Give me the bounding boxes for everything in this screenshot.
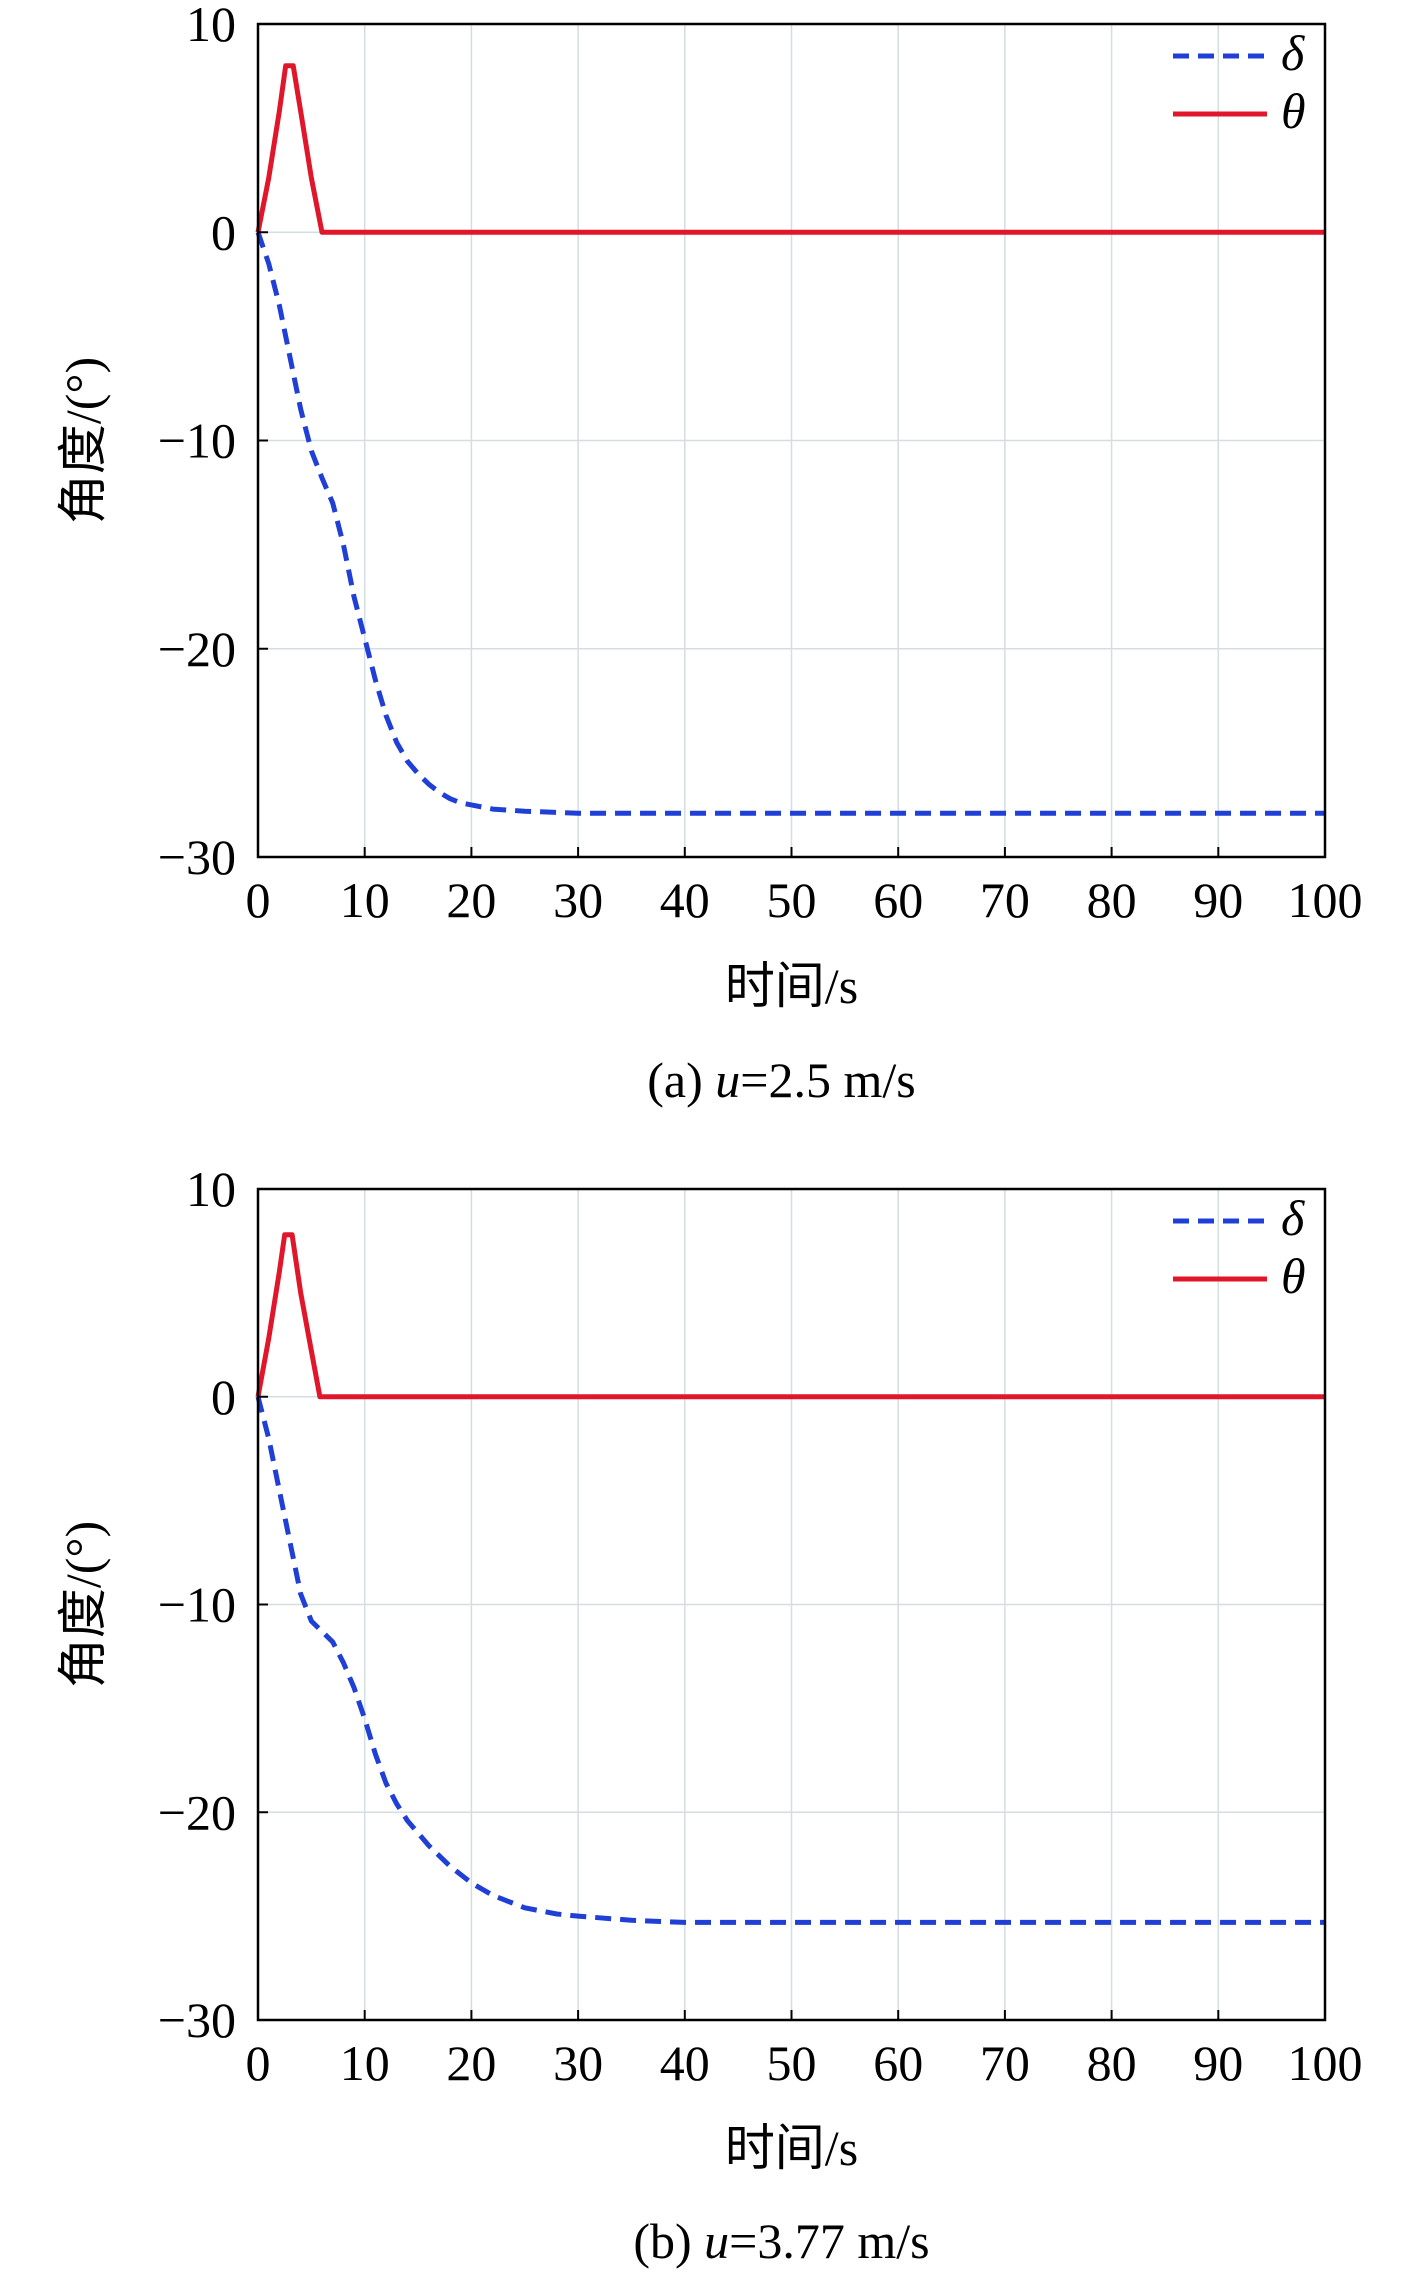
x-tick-label: 80 xyxy=(1087,2035,1137,2091)
y-tick-label: −10 xyxy=(158,413,236,469)
series-line-delta xyxy=(255,1396,1325,1925)
y-tick-label: 0 xyxy=(211,1369,236,1425)
y-tick-label: −10 xyxy=(158,1577,236,1633)
y-tick-label: 0 xyxy=(211,204,236,260)
legend-label: θ xyxy=(1281,1248,1306,1304)
y-tick-label: −20 xyxy=(158,621,236,677)
x-tick-label: 100 xyxy=(1288,872,1363,928)
x-axis-label: 时间/s xyxy=(725,2120,858,2176)
y-axis-label: 角度/(°) xyxy=(55,357,111,524)
x-axis-label: 时间/s xyxy=(725,958,858,1014)
x-tick-label: 70 xyxy=(980,872,1030,928)
y-tick-label: 10 xyxy=(186,0,236,52)
series-lines xyxy=(255,1232,1325,1925)
caption-suffix: =3.77 m/s xyxy=(729,2213,929,2269)
x-tick-label: 60 xyxy=(873,872,923,928)
x-tick-label: 40 xyxy=(660,872,710,928)
y-tick-label: −30 xyxy=(158,1992,236,2048)
y-tick-label: −30 xyxy=(158,829,236,885)
caption-suffix: =2.5 m/s xyxy=(740,1052,915,1108)
panel-caption: (a) u=2.5 m/s xyxy=(647,1052,915,1108)
y-tick-label: −20 xyxy=(158,1784,236,1840)
x-tick-label: 40 xyxy=(660,2035,710,2091)
x-tick-label: 100 xyxy=(1288,2035,1363,2091)
legend-label: δ xyxy=(1281,1190,1305,1246)
legend: δθ xyxy=(1173,1190,1306,1304)
x-tick-label: 10 xyxy=(340,2035,390,2091)
series-lines xyxy=(255,63,1325,816)
series-line-theta xyxy=(255,1232,1325,1400)
panel-caption: (b) u=3.77 m/s xyxy=(633,2213,929,2269)
x-tick-label: 50 xyxy=(767,872,817,928)
x-tick-label: 10 xyxy=(340,872,390,928)
legend: δθ xyxy=(1173,25,1306,139)
x-tick-label: 90 xyxy=(1193,2035,1243,2091)
x-tick-label: 70 xyxy=(980,2035,1030,2091)
grid-lines xyxy=(258,1189,1325,2020)
x-tick-label: 60 xyxy=(873,2035,923,2091)
y-axis-label: 角度/(°) xyxy=(55,1521,111,1688)
x-tick-label: 90 xyxy=(1193,872,1243,928)
series-line-delta xyxy=(255,231,1325,816)
caption-variable: u xyxy=(704,2213,729,2269)
x-tick-label: 30 xyxy=(553,2035,603,2091)
x-tick-label: 50 xyxy=(767,2035,817,2091)
caption-prefix: (b) xyxy=(633,2213,704,2269)
x-tick-label: 20 xyxy=(446,872,496,928)
y-tick-label: 10 xyxy=(186,1161,236,1217)
legend-label: δ xyxy=(1281,25,1305,81)
x-tick-label: 0 xyxy=(246,872,271,928)
legend-label: θ xyxy=(1281,83,1306,139)
series-line-theta xyxy=(255,63,1325,235)
x-tick-label: 20 xyxy=(446,2035,496,2091)
grid-lines xyxy=(258,24,1325,857)
caption-prefix: (a) xyxy=(647,1052,715,1108)
x-tick-label: 30 xyxy=(553,872,603,928)
caption-variable: u xyxy=(715,1052,740,1108)
x-tick-label: 80 xyxy=(1087,872,1137,928)
x-tick-label: 0 xyxy=(246,2035,271,2091)
